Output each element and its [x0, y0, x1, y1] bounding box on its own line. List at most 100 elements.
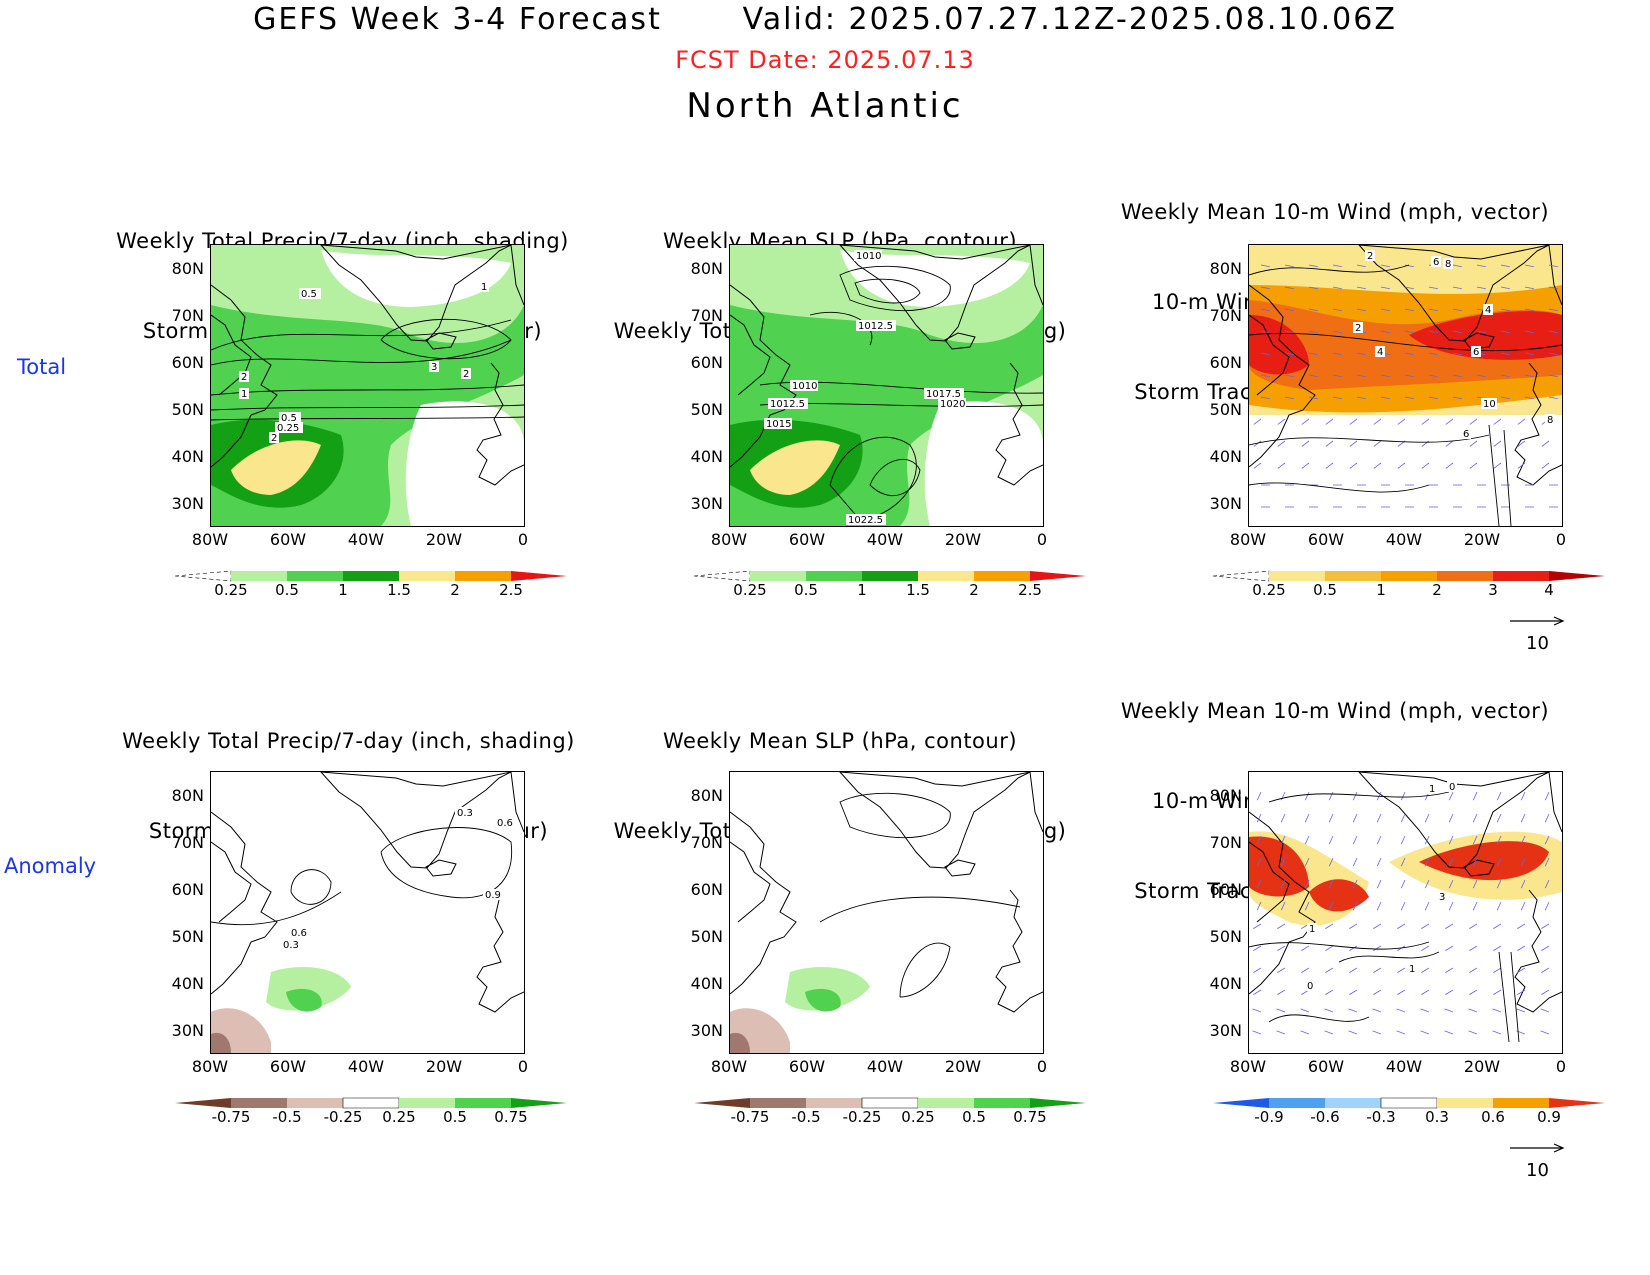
latitude-tick-label: 70N: [690, 833, 723, 852]
wind-vector: [1404, 352, 1414, 356]
wind-vector: [1301, 967, 1310, 973]
wind-vector: [1500, 264, 1510, 268]
longitude-tick-label: 0: [1036, 1057, 1048, 1076]
contour-label-box: [1545, 414, 1555, 425]
contour-line: [809, 311, 873, 346]
anomaly-shading: [730, 772, 1043, 1053]
longitude-tick-label: 20W: [944, 530, 982, 549]
latitude-tick-label: 50N: [171, 400, 204, 419]
latitude-tick-label: 40N: [1209, 974, 1242, 993]
wind-vector: [1260, 330, 1270, 334]
longitude-tick-label: 60W: [788, 530, 826, 549]
greenland-coastline: [320, 772, 512, 869]
iceland-coastline: [425, 332, 457, 350]
wind-vector: [1493, 418, 1502, 425]
wind-vector: [1252, 1008, 1262, 1013]
wind-vector: [1520, 835, 1526, 845]
wind-vector: [1524, 396, 1534, 400]
latitude-tick-label: 60N: [690, 353, 723, 372]
map-canvas: 0.30.60.90.60.3: [211, 772, 524, 1053]
contour-label-box: [1307, 923, 1317, 934]
wind-vector: [1469, 967, 1478, 973]
longitude-tick-label: 80W: [710, 530, 748, 549]
wind-vector: [1328, 813, 1334, 823]
contour-label-box: [1483, 304, 1493, 315]
contour-line: [211, 891, 342, 926]
colorbar-tick-label: 0.5: [275, 581, 299, 599]
colorbar-segment: [399, 571, 455, 581]
wind-vector: [1472, 857, 1478, 867]
colorbar-tick-label: -0.9: [1254, 1108, 1284, 1126]
wind-vector: [1496, 857, 1502, 867]
wind-vector: [1445, 989, 1454, 995]
latitude-tick-label: 30N: [1209, 1021, 1242, 1040]
wind-vector: [1308, 308, 1318, 312]
europe-africa-coastline: [1514, 889, 1562, 1013]
contour-line: [211, 339, 512, 366]
contour-line: [1503, 429, 1512, 526]
precip-shading: [231, 440, 321, 495]
colorbar-tick-label: 0.25: [382, 1108, 416, 1126]
north-america-coastline: [211, 284, 278, 468]
colorbar: [694, 570, 1086, 582]
europe-africa-coastline: [476, 362, 524, 486]
wind-vector: [1284, 352, 1294, 356]
wind-vector: [1380, 396, 1390, 400]
wind-vector: [1548, 308, 1558, 312]
contour-label-box: [1407, 963, 1417, 974]
wind-vector: [1277, 967, 1286, 973]
hudson-bay-coastline: [211, 314, 252, 396]
wind-vector: [1493, 945, 1502, 951]
colorbar-tick-label: -0.5: [791, 1108, 821, 1126]
hudson-bay-coastline: [211, 841, 252, 923]
colorbar-segment: [1325, 1098, 1381, 1108]
wind-vector: [1469, 440, 1478, 447]
map-canvas: 1 0 3 1 1 0: [1249, 772, 1562, 1053]
colorbar-tick-label: -0.75: [730, 1108, 770, 1126]
wind-vector: [1472, 835, 1478, 845]
contour-label: 0.5: [281, 413, 297, 424]
wind-vector: [1517, 462, 1526, 469]
hudson-bay-coastline: [730, 314, 771, 396]
title-line: Weekly Total Precip/7-day (inch, shading…: [122, 729, 575, 753]
colorbar: [1213, 1097, 1605, 1109]
wind-vector: [1404, 374, 1414, 378]
wind-vector: [1253, 462, 1262, 469]
wind-vector: [1517, 989, 1526, 995]
colorbar-tick-label: 1.5: [387, 581, 411, 599]
wind-vector: [1404, 308, 1414, 312]
colorbar-segment: [1493, 1098, 1549, 1108]
wind-vector: [1444, 1008, 1454, 1013]
region-title: North Atlantic: [686, 86, 964, 126]
colorbar-tick-label: 0.5: [1313, 581, 1337, 599]
wind-vector: [1493, 923, 1502, 929]
colorbar-tick-label: 0.9: [1537, 1108, 1561, 1126]
wind-vector: [1325, 967, 1334, 973]
wind-vector: [1421, 462, 1430, 469]
wind-vector: [1253, 440, 1262, 447]
colorbar-segment: [974, 1098, 1030, 1108]
wind-vector: [1396, 1008, 1406, 1013]
wind-vector: [1517, 967, 1526, 973]
wind-vector: [1280, 857, 1286, 867]
wind-vector: [1420, 1008, 1430, 1013]
anomaly-shading: [785, 967, 870, 1011]
contour-line: [1510, 951, 1520, 1043]
wind-vector: [1548, 396, 1558, 400]
wind-vector: [1476, 374, 1486, 378]
colorbar-tick-label: -0.75: [211, 1108, 251, 1126]
contour-label: 1: [1409, 964, 1415, 975]
wind-vector: [1325, 989, 1334, 995]
contour-label-box: [856, 320, 896, 331]
latitude-tick-label: 80N: [171, 259, 204, 278]
hudson-bay-coastline: [1249, 314, 1290, 396]
wind-vector: [1256, 813, 1262, 823]
wind-vector: [1332, 264, 1342, 268]
map-panel-slp-precip-anomaly: [729, 771, 1044, 1054]
colorbar-tick-label: 1: [857, 581, 867, 599]
contour-label: 6: [1473, 347, 1479, 358]
wind-vector: [1376, 857, 1382, 867]
wind-vector: [1284, 286, 1294, 290]
wind-vector: [1304, 791, 1310, 801]
contour-label: 1020: [940, 399, 965, 410]
